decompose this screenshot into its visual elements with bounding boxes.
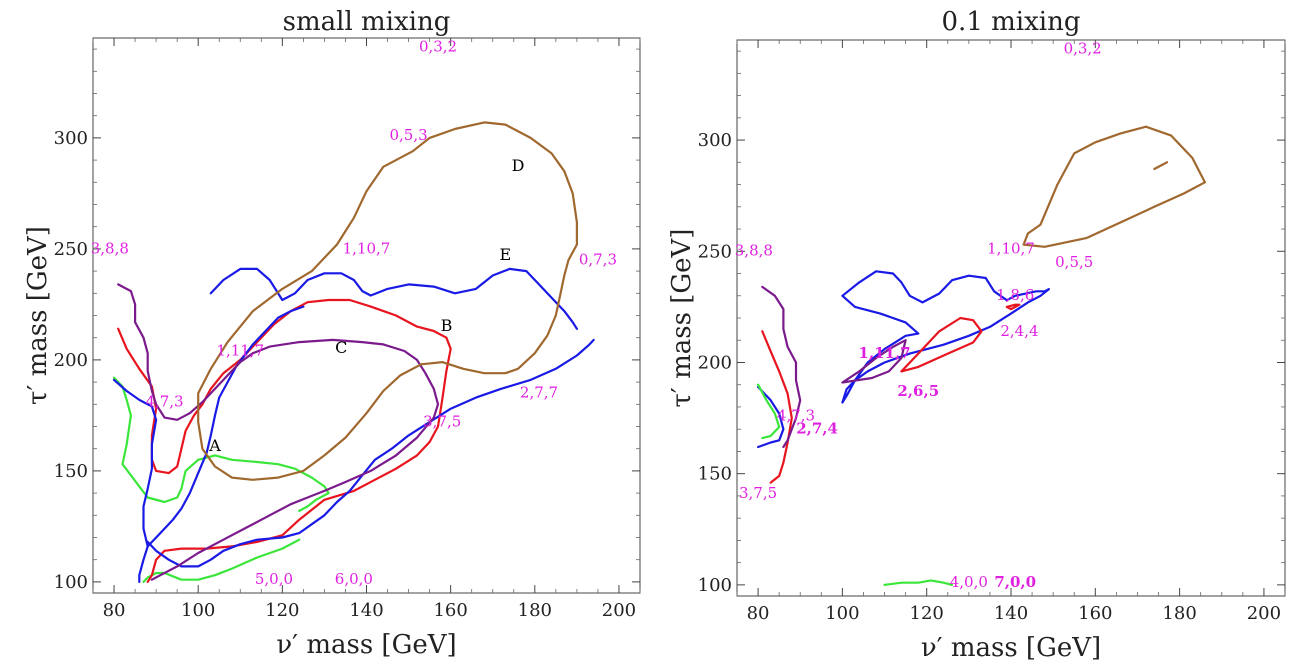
contour-curves — [112, 121, 595, 583]
red-contour — [1005, 303, 1021, 311]
point-annotation: 1,11,7 — [858, 344, 910, 362]
x-tick-label: 120 — [910, 603, 944, 624]
y-axis-label: τ′ mass [GeV] — [23, 226, 53, 405]
purple-contour — [761, 285, 802, 449]
point-annotation: 1,11,7 — [216, 341, 264, 359]
panel-small-mixing: small mixing ν′ mass [GeV] τ′ mass [GeV]… — [23, 7, 641, 660]
blue-contour — [146, 305, 305, 548]
blue-contour — [112, 378, 158, 583]
plot-frame — [92, 37, 641, 594]
blue-contour — [841, 270, 1050, 404]
point-annotation: 4,0,0 — [950, 573, 988, 591]
x-tick-label: 140 — [994, 603, 1028, 624]
green-contour — [142, 538, 301, 583]
x-tick-label: 80 — [747, 603, 770, 624]
y-tick-label: 150 — [54, 461, 88, 482]
x-tick-label: 200 — [602, 600, 636, 621]
y-axis-label: τ′ mass [GeV] — [667, 229, 697, 408]
x-ticks: 80 100 120 140 160 180 200 — [92, 38, 641, 621]
point-annotation: 4,7,3 — [777, 406, 815, 424]
y-tick-label: 300 — [698, 130, 732, 151]
point-annotation: 5,0,0 — [255, 570, 293, 588]
point-annotations: 0,3,2 0,5,3 3,8,8 1,10,7 0,7,3 1,11,7 4,7,3 2,7… — [91, 37, 617, 588]
point-annotation: 0,3,2 — [1064, 39, 1102, 57]
blue-contour — [209, 267, 578, 330]
blue-contour — [146, 338, 595, 568]
region-label: A — [208, 436, 221, 455]
x-tick-label: 180 — [1162, 603, 1196, 624]
point-annotation: 1,10,7 — [343, 239, 391, 257]
point-annotation: 3,8,8 — [91, 239, 129, 257]
panel-title: 0.1 mixing — [942, 7, 1081, 37]
blue-contour — [757, 385, 785, 449]
x-ticks: 80 100 120 140 160 180 200 — [736, 40, 1286, 624]
region-labels: A B C D E — [208, 156, 524, 455]
region-label: B — [441, 316, 453, 335]
point-annotation: 2,7,7 — [520, 384, 558, 402]
plot-frame — [736, 39, 1286, 597]
y-tick-label: 100 — [698, 575, 732, 596]
point-annotation: 0,7,3 — [579, 250, 617, 268]
point-annotation: 1,10,7 — [987, 240, 1035, 258]
y-tick-label: 150 — [698, 464, 732, 485]
point-annotation: 2,7,4 — [796, 420, 838, 438]
point-annotation: 3,8,8 — [735, 242, 773, 260]
x-tick-label: 160 — [1078, 603, 1112, 624]
purple-contour — [841, 339, 907, 384]
point-annotation: 4,7,3 — [145, 393, 183, 411]
x-axis-label: ν′ mass [GeV] — [921, 633, 1101, 663]
y-tick-label: 250 — [54, 239, 88, 260]
red-contour — [900, 316, 983, 373]
contour-curves — [757, 125, 1206, 586]
y-tick-label: 200 — [698, 352, 732, 373]
y-tick-label: 200 — [54, 350, 88, 371]
region-label: C — [335, 338, 347, 357]
brown-contour — [197, 121, 578, 481]
point-annotation: 7,0,0 — [994, 573, 1036, 591]
region-label: D — [512, 156, 525, 175]
x-tick-label: 100 — [825, 603, 859, 624]
point-annotation: 3,7,5 — [423, 413, 461, 431]
y-tick-label: 250 — [698, 241, 732, 262]
red-contour — [761, 330, 793, 484]
x-tick-label: 200 — [1247, 603, 1281, 624]
point-annotation: 0,5,5 — [1055, 253, 1093, 271]
panel-title: small mixing — [283, 7, 451, 37]
x-tick-label: 100 — [181, 600, 215, 621]
purple-contour — [117, 283, 440, 581]
point-annotation: 1,8,6 — [996, 286, 1034, 304]
x-tick-label: 180 — [518, 600, 552, 621]
region-label: E — [500, 245, 512, 264]
green-contour — [112, 376, 330, 512]
green-contour — [883, 579, 954, 586]
x-axis-label: ν′ mass [GeV] — [276, 630, 456, 660]
y-ticks: 100 150 200 250 300 — [698, 50, 1285, 596]
brown-contour — [1153, 161, 1169, 171]
y-ticks: 100 150 200 250 300 — [54, 48, 640, 593]
brown-contour — [1022, 125, 1206, 248]
point-annotation: 3,7,5 — [739, 484, 777, 502]
point-annotation: 6,0,0 — [335, 570, 373, 588]
point-annotation: 0,3,2 — [419, 37, 457, 55]
point-annotation: 0,5,3 — [389, 126, 427, 144]
green-contour — [757, 383, 781, 440]
panel-0.1-mixing: 0.1 mixing ν′ mass [GeV] τ′ mass [GeV] 8… — [667, 7, 1286, 663]
x-tick-label: 140 — [349, 600, 383, 621]
x-tick-label: 80 — [103, 600, 126, 621]
y-tick-label: 300 — [54, 128, 88, 149]
point-annotation: 2,4,4 — [1000, 322, 1038, 340]
x-tick-label: 120 — [265, 600, 299, 621]
y-tick-label: 100 — [54, 572, 88, 593]
point-annotation: 2,6,5 — [897, 382, 939, 400]
point-annotations: 0,3,2 3,8,8 1,10,7 0,5,5 1,8,6 2,4,4 1,11,7 2,6… — [735, 39, 1102, 591]
red-contour — [117, 298, 452, 583]
x-tick-label: 160 — [433, 600, 467, 621]
